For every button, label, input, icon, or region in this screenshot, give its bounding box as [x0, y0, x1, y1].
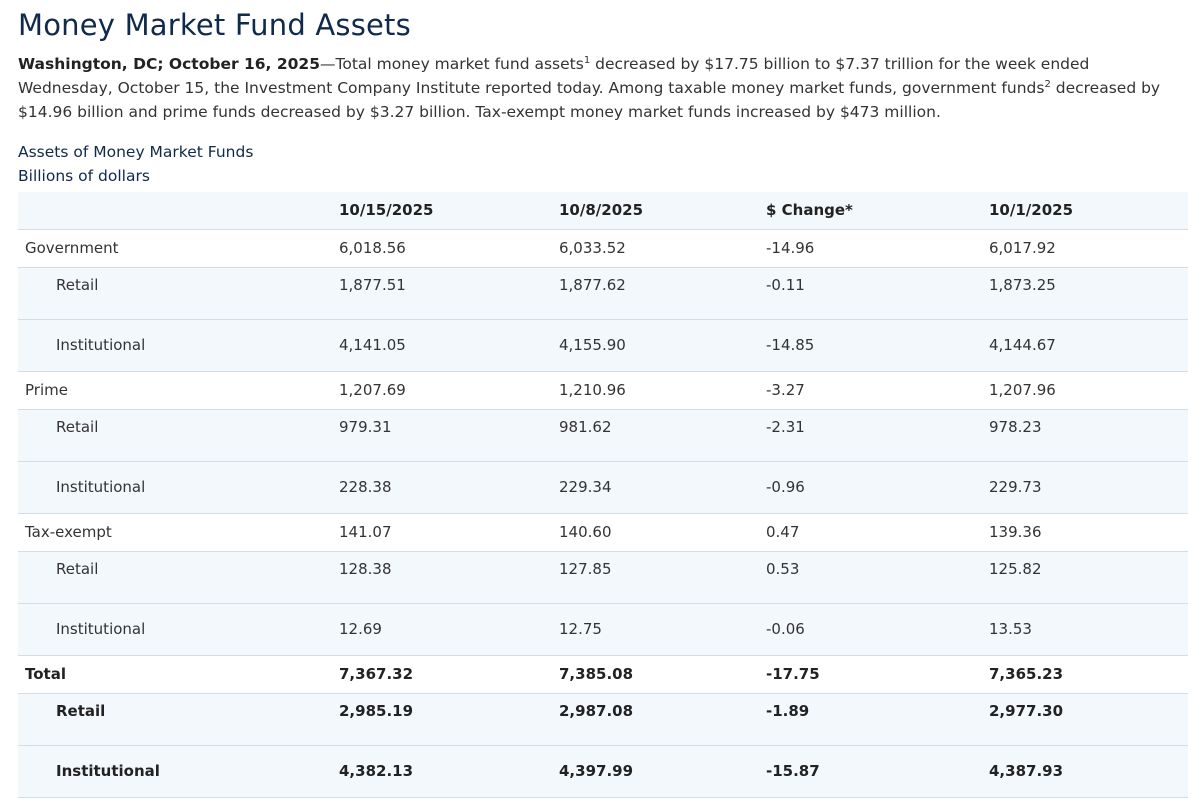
- assets-table: 10/15/2025 10/8/2025 $ Change* 10/1/2025…: [18, 192, 1188, 798]
- table-row-government: Government 6,018.56 6,033.52 -14.96 6,01…: [18, 229, 1188, 267]
- cell-value: 981.62: [559, 417, 612, 436]
- lead-text-2: decreased by $17.75 billion to $7.37 tri…: [18, 55, 1090, 97]
- cell-value: 127.85: [559, 559, 612, 578]
- header-week-2: 10/8/2025: [559, 201, 644, 220]
- cell-value: 6,018.56: [339, 239, 406, 257]
- row-label: Institutional: [56, 620, 146, 638]
- cell-value: 125.82: [989, 559, 1042, 578]
- table-caption-units: Billions of dollars: [18, 167, 150, 185]
- cell-value: 4,382.13: [339, 762, 414, 780]
- table-row-tax-exempt: Tax-exempt 141.07 140.60 0.47 139.36: [18, 513, 1188, 551]
- cell-change: 0.47: [766, 523, 800, 541]
- row-label: Total: [25, 665, 66, 683]
- cell-value: 229.34: [559, 478, 612, 496]
- row-label: Retail: [56, 275, 99, 294]
- cell-value: 139.36: [989, 523, 1042, 541]
- cell-change: -0.11: [766, 275, 805, 294]
- cell-value: 228.38: [339, 478, 392, 496]
- page-title: Money Market Fund Assets: [18, 8, 411, 42]
- cell-change: -3.27: [766, 381, 805, 399]
- cell-value: 1,210.96: [559, 381, 626, 399]
- cell-value: 12.75: [559, 620, 602, 638]
- cell-value: 7,385.08: [559, 665, 634, 683]
- cell-change: -15.87: [766, 762, 820, 780]
- cell-change: -0.96: [766, 478, 805, 496]
- header-week-1: 10/15/2025: [339, 201, 434, 220]
- lead-text-1: —Total money market fund assets: [320, 55, 584, 73]
- cell-value: 979.31: [339, 417, 392, 436]
- table-row-prime-retail: Retail 979.31 981.62 -2.31 978.23: [18, 409, 1188, 461]
- cell-change: -14.96: [766, 239, 815, 257]
- cell-change: -14.85: [766, 336, 815, 354]
- cell-change: -0.06: [766, 620, 805, 638]
- row-label: Retail: [56, 559, 99, 578]
- cell-value: 7,367.32: [339, 665, 414, 683]
- table-row-prime-institutional: Institutional 228.38 229.34 -0.96 229.73: [18, 461, 1188, 513]
- cell-value: 2,987.08: [559, 701, 634, 720]
- cell-value: 229.73: [989, 478, 1042, 496]
- table-row-total-institutional: Institutional 4,382.13 4,397.99 -15.87 4…: [18, 745, 1188, 797]
- dateline: Washington, DC; October 16, 2025: [18, 55, 320, 73]
- row-label: Institutional: [56, 762, 160, 780]
- row-label: Retail: [56, 701, 106, 720]
- header-label: [18, 192, 339, 229]
- table-row-total: Total 7,367.32 7,385.08 -17.75 7,365.23: [18, 655, 1188, 693]
- row-label: Retail: [56, 417, 99, 436]
- row-label: Prime: [25, 381, 68, 399]
- header-change: $ Change*: [766, 201, 853, 220]
- table-caption-title: Assets of Money Market Funds: [18, 143, 254, 161]
- header-week-3: 10/1/2025: [989, 201, 1074, 220]
- page: Money Market Fund Assets Washington, DC;…: [18, 8, 1188, 798]
- cell-value: 6,017.92: [989, 239, 1056, 257]
- footnote-ref-1[interactable]: 1: [583, 54, 591, 66]
- cell-value: 1,877.62: [559, 275, 626, 294]
- cell-change: -2.31: [766, 417, 805, 436]
- cell-value: 4,397.99: [559, 762, 634, 780]
- cell-value: 2,985.19: [339, 701, 414, 720]
- cell-value: 978.23: [989, 417, 1042, 436]
- cell-value: 1,207.96: [989, 381, 1056, 399]
- cell-value: 13.53: [989, 620, 1032, 638]
- row-label: Government: [25, 239, 119, 257]
- cell-change: 0.53: [766, 559, 800, 578]
- cell-value: 4,141.05: [339, 336, 406, 354]
- footnote-ref-2[interactable]: 2: [1044, 78, 1051, 90]
- lead-text-3: decreased by $14.96 billion and prime fu…: [18, 79, 1161, 121]
- row-label: Institutional: [56, 336, 146, 354]
- cell-value: 1,873.25: [989, 275, 1056, 294]
- cell-value: 4,387.93: [989, 762, 1064, 780]
- table-row-tax-exempt-retail: Retail 128.38 127.85 0.53 125.82: [18, 551, 1188, 603]
- cell-change: -1.89: [766, 701, 810, 720]
- table-row-government-retail: Retail 1,877.51 1,877.62 -0.11 1,873.25: [18, 267, 1188, 319]
- cell-value: 12.69: [339, 620, 382, 638]
- cell-value: 2,977.30: [989, 701, 1064, 720]
- table-caption: Assets of Money Market Funds Billions of…: [18, 140, 1188, 188]
- table-row-total-retail: Retail 2,985.19 2,987.08 -1.89 2,977.30: [18, 693, 1188, 745]
- cell-value: 7,365.23: [989, 665, 1064, 683]
- cell-change: -17.75: [766, 665, 820, 683]
- cell-value: 140.60: [559, 523, 612, 541]
- row-label: Institutional: [56, 478, 146, 496]
- table-row-government-institutional: Institutional 4,141.05 4,155.90 -14.85 4…: [18, 319, 1188, 371]
- table-header-row: 10/15/2025 10/8/2025 $ Change* 10/1/2025: [18, 192, 1188, 229]
- row-label: Tax-exempt: [25, 523, 112, 541]
- cell-value: 1,877.51: [339, 275, 406, 294]
- cell-value: 6,033.52: [559, 239, 626, 257]
- cell-value: 128.38: [339, 559, 392, 578]
- table-row-prime: Prime 1,207.69 1,210.96 -3.27 1,207.96: [18, 371, 1188, 409]
- cell-value: 4,144.67: [989, 336, 1056, 354]
- lead-paragraph: Washington, DC; October 16, 2025—Total m…: [18, 52, 1188, 124]
- cell-value: 1,207.69: [339, 381, 406, 399]
- table-row-tax-exempt-institutional: Institutional 12.69 12.75 -0.06 13.53: [18, 603, 1188, 655]
- cell-value: 4,155.90: [559, 336, 626, 354]
- cell-value: 141.07: [339, 523, 392, 541]
